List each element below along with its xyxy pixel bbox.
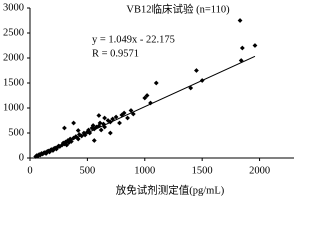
y-tick-label: 1000	[3, 102, 24, 113]
point	[79, 133, 85, 139]
point	[91, 138, 97, 143]
x-tick-label: 1500	[192, 165, 213, 176]
point	[144, 93, 150, 98]
point	[65, 138, 71, 143]
point	[84, 129, 90, 135]
annotation: y = 1.049x - 22.175	[92, 34, 175, 45]
point	[75, 128, 81, 133]
point	[107, 130, 113, 136]
trend-line	[35, 55, 256, 157]
point	[238, 58, 244, 63]
point	[110, 116, 116, 122]
point	[73, 134, 79, 139]
point	[107, 119, 113, 125]
point	[66, 140, 72, 145]
point	[237, 18, 243, 23]
point	[252, 43, 258, 48]
point	[128, 108, 134, 113]
point	[102, 124, 108, 130]
x-axis-label: 放免试剂测定值(pg/mL)	[116, 183, 225, 196]
point	[113, 114, 119, 120]
y-tick-label: 2500	[3, 27, 24, 38]
point	[68, 139, 74, 144]
y-tick-label: 0	[19, 152, 24, 163]
y-tick-label: 1500	[3, 77, 24, 88]
x-tick-label: 2000	[249, 165, 270, 176]
point	[194, 68, 199, 73]
point	[239, 45, 245, 51]
point	[96, 123, 102, 129]
point	[125, 115, 130, 121]
x-tick-label: 0	[27, 165, 32, 176]
point	[117, 120, 122, 126]
point	[82, 132, 88, 138]
chart: VB12临床试验 (n=110) y = 1.049x - 22.175 R =…	[3, 2, 294, 196]
point	[71, 135, 77, 141]
point	[121, 110, 127, 116]
point	[199, 78, 205, 83]
y-tick-label: 2000	[3, 52, 24, 63]
point	[89, 125, 95, 131]
point	[81, 130, 87, 136]
point	[130, 111, 136, 117]
y-tick-label: 3000	[3, 2, 24, 13]
point	[71, 120, 77, 126]
point	[188, 85, 194, 91]
x-tick-label: 500	[80, 165, 96, 176]
point	[97, 120, 103, 126]
y-tick-label: 500	[8, 127, 24, 138]
chart-title: VB12临床试验 (n=110)	[126, 2, 230, 15]
x-tick-label: 1000	[134, 165, 155, 176]
point	[148, 100, 153, 106]
point	[153, 80, 159, 86]
point	[86, 127, 91, 133]
point	[87, 130, 93, 136]
annotation: R = 0.9571	[92, 48, 139, 59]
point	[96, 113, 102, 118]
point	[98, 127, 104, 133]
point	[62, 125, 67, 131]
point	[102, 115, 108, 121]
point	[75, 136, 81, 142]
point	[67, 136, 73, 142]
